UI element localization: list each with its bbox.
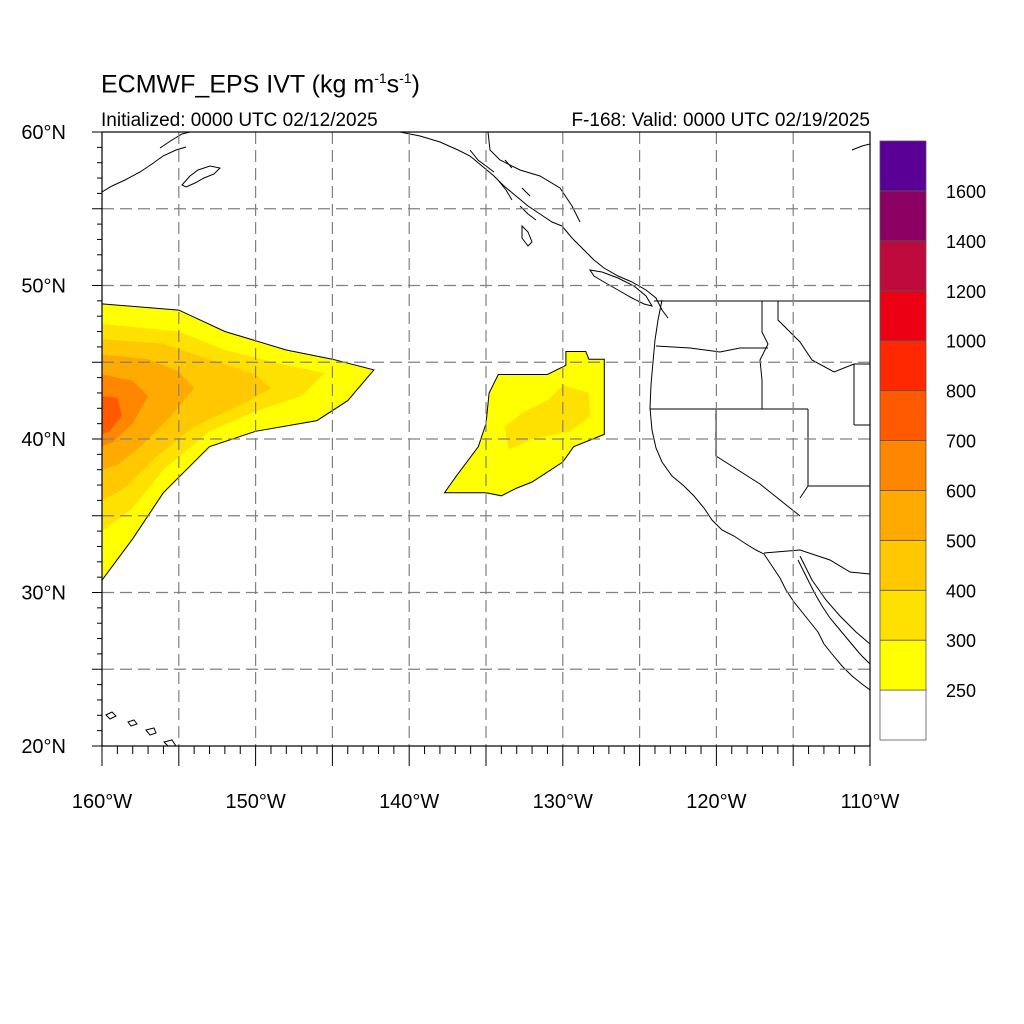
lat-tick-label: 40°N	[21, 429, 66, 451]
wyoming-border	[853, 363, 870, 426]
axis-ticks	[92, 131, 871, 766]
axis-labels: 60°N 50°N 40°N 30°N 20°N 160°W 150°W 140°W 130°W…	[21, 122, 899, 813]
washington-oregon-border	[655, 345, 768, 353]
colorbar-box	[879, 440, 927, 491]
graticule	[102, 132, 870, 746]
colorbar-label: 1000	[946, 332, 986, 352]
lon-tick-label: 140°W	[379, 791, 439, 813]
hawaii-island-2	[127, 719, 138, 727]
colorbar-box	[879, 140, 927, 192]
eastern-blob-ivt-300	[504, 385, 591, 450]
alaska-coastline-north	[159, 132, 191, 149]
colorbar-label: 1600	[946, 182, 986, 202]
lat-tick-label: 20°N	[21, 736, 66, 758]
hawaii-island-4	[163, 739, 177, 746]
colorbar-label: 400	[946, 581, 976, 601]
colorbar-box	[879, 290, 927, 342]
coastline-layer	[102, 132, 870, 746]
title-end: )	[411, 70, 420, 99]
nevada-utah-border	[799, 409, 809, 499]
alaska-coastline	[102, 146, 187, 193]
colorbar-box	[879, 589, 927, 641]
lat-tick-label: 60°N	[21, 122, 66, 144]
title-exponent-2: -1	[399, 70, 412, 86]
title-mid: s	[386, 70, 400, 99]
colorbar-box	[879, 689, 927, 741]
us-mexico-border	[763, 549, 870, 575]
lon-tick-label: 130°W	[533, 791, 593, 813]
initialized-label: Initialized: 0000 UTC 02/12/2025	[101, 110, 378, 131]
western-plume-ivt-700	[102, 396, 122, 435]
lon-tick-label: 150°W	[225, 791, 285, 813]
valid-time-label: F-168: Valid: 0000 UTC 02/19/2025	[571, 110, 870, 131]
colorbar-label: 1200	[946, 282, 986, 302]
mainland-mexico-coast	[799, 555, 870, 645]
baja-coast	[763, 553, 870, 691]
colorbar-box	[879, 190, 927, 242]
title-exponent-1: -1	[374, 70, 387, 86]
colorbar-box	[879, 490, 927, 541]
western-plume-ivt-600	[102, 374, 149, 447]
colorbar-box	[879, 539, 927, 591]
political-borders-layer	[487, 132, 870, 575]
colorbar: 250 300 400 500 600 700 800 1000 1200 1400 1600	[879, 140, 986, 741]
lon-tick-label: 120°W	[686, 791, 746, 813]
hawaii-island-1	[105, 711, 117, 720]
southeast-alaska-islands	[469, 149, 537, 221]
colorbar-box	[879, 340, 927, 391]
gulf-of-california-coast	[797, 559, 870, 665]
lon-tick-label: 110°W	[841, 791, 900, 813]
hawaii-island-3	[145, 727, 157, 736]
colorbar-box	[879, 639, 927, 691]
colorbar-label: 300	[946, 631, 976, 651]
colorbar-label: 1400	[946, 232, 986, 252]
bc-coastline	[561, 225, 669, 319]
alaska-corner-coast	[851, 143, 870, 151]
chart-title: ECMWF_EPS IVT (kg m-1s-1)	[101, 70, 420, 99]
colorbar-label: 700	[946, 432, 976, 452]
idaho-west-border	[759, 301, 769, 409]
ivt-fill-layer	[102, 303, 605, 582]
lat-tick-label: 50°N	[21, 276, 66, 298]
haida-gwaii	[521, 224, 533, 247]
title-main: ECMWF_EPS IVT (kg m	[101, 70, 375, 99]
colorbar-box	[879, 390, 927, 441]
colorbar-label: 250	[946, 681, 976, 701]
alaska-canada-border	[487, 132, 581, 223]
lon-tick-label: 160°W	[72, 791, 132, 813]
vancouver-island	[588, 269, 654, 307]
colorbar-label: 500	[946, 531, 976, 551]
kodiak-island	[181, 165, 222, 188]
lat-tick-label: 30°N	[21, 583, 66, 605]
colorbar-label: 800	[946, 382, 976, 402]
california-nevada-border	[715, 409, 801, 517]
colorbar-box	[879, 240, 927, 292]
gulf-of-alaska-coast	[399, 132, 563, 227]
colorbar-label: 600	[946, 481, 976, 501]
idaho-montana-border	[777, 301, 855, 409]
